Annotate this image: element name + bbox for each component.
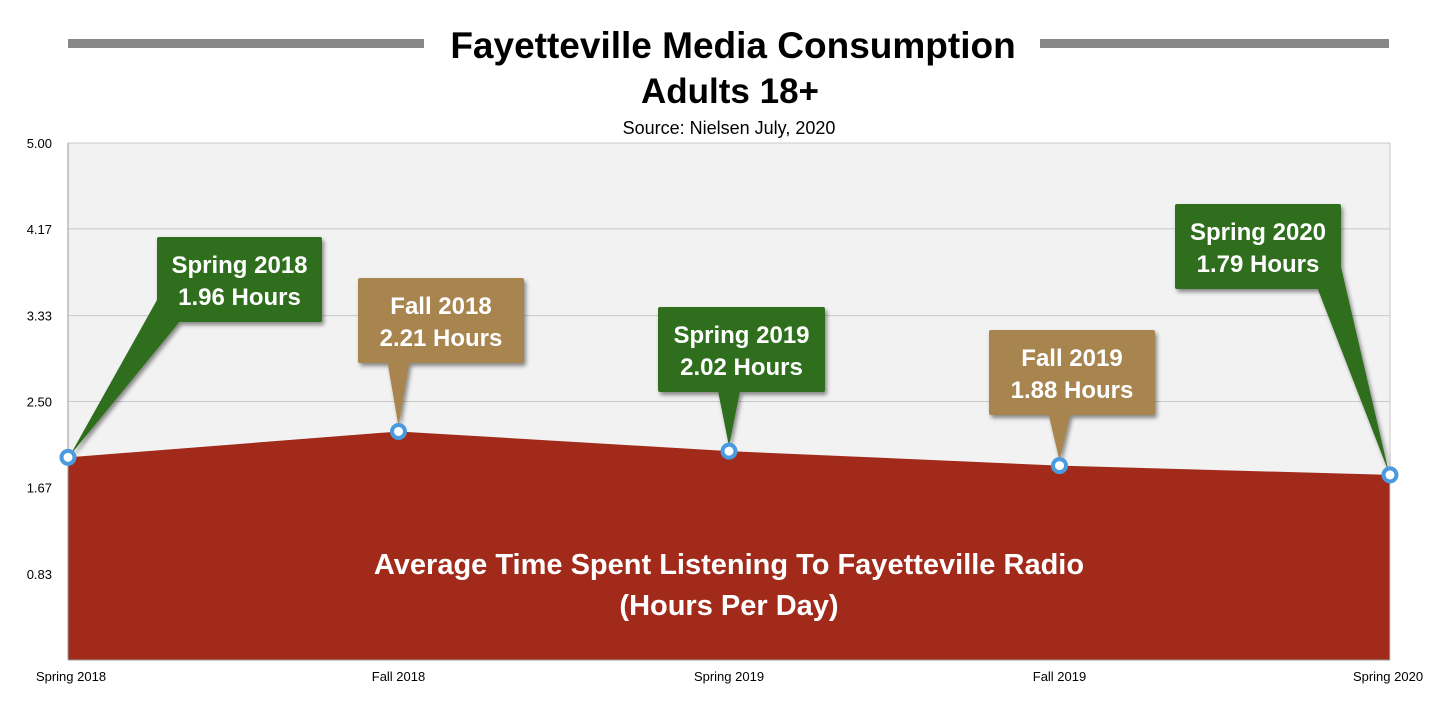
data-point: [59, 448, 77, 466]
y-tick-label: 4.17: [27, 222, 52, 237]
y-tick-labels: 0.83 1.67 2.50 3.33 4.17 5.00: [27, 136, 52, 582]
callout-2: [358, 278, 524, 427]
callout-1: [70, 237, 322, 456]
data-point: [1051, 457, 1068, 475]
callout-box: [989, 330, 1155, 415]
callout-box: [358, 278, 524, 363]
y-tick-label: 5.00: [27, 136, 52, 151]
x-tick-labels: Spring 2018 Fall 2018 Spring 2019 Fall 2019…: [36, 669, 1423, 684]
chart-source: Source: Nielsen July, 2020: [623, 118, 836, 138]
y-tick-label: 2.50: [27, 395, 52, 410]
x-tick-label: Spring 2019: [694, 669, 764, 684]
callout-5: [1175, 204, 1389, 473]
chart-title: Fayetteville Media Consumption: [450, 25, 1015, 66]
data-point: [720, 442, 738, 460]
callout-pointer: [1317, 267, 1389, 473]
callout-4: [989, 330, 1155, 461]
callout-label: Spring 2018: [171, 252, 307, 279]
callout-box: [658, 307, 825, 392]
area-series: [68, 431, 1390, 660]
data-point: [390, 422, 407, 440]
x-tick-label: Spring 2018: [36, 669, 106, 684]
x-tick-label: Fall 2019: [1033, 669, 1086, 684]
callouts: Spring 2018 1.96 Hours Fall 2018 2.21 Hours…: [70, 204, 1389, 473]
area-label-line-2: (Hours Per Day): [619, 590, 838, 622]
callout-value: 1.96 Hours: [178, 284, 301, 311]
callout-value: 2.02 Hours: [680, 354, 803, 381]
callout-label: Fall 2018: [390, 293, 491, 320]
callout-box: [1175, 204, 1341, 289]
data-markers: [59, 422, 1399, 484]
title-bar-right: [1040, 39, 1389, 48]
title-bar-left: [68, 39, 424, 48]
callout-value: 1.79 Hours: [1197, 251, 1320, 278]
callout-pointer: [387, 362, 410, 427]
area-layer: [68, 431, 1390, 660]
y-tick-label: 1.67: [27, 480, 52, 495]
data-point: [1381, 466, 1399, 484]
callout-value: 1.88 Hours: [1011, 377, 1134, 404]
x-tick-label: Fall 2018: [372, 669, 425, 684]
callout-value: 2.21 Hours: [380, 325, 503, 352]
callout-pointer: [70, 300, 181, 456]
y-tick-label: 0.83: [27, 567, 52, 582]
y-tick-label: 3.33: [27, 309, 52, 324]
area-label-line-1: Average Time Spent Listening To Fayettev…: [374, 549, 1084, 581]
callout-label: Spring 2019: [673, 322, 809, 349]
chart-subtitle: Adults 18+: [641, 72, 819, 111]
x-tick-label: Spring 2020: [1353, 669, 1423, 684]
callout-box: [157, 237, 322, 322]
callout-label: Spring 2020: [1190, 219, 1326, 246]
callout-pointer: [718, 391, 740, 447]
callout-pointer: [1048, 414, 1071, 461]
axes: [67, 143, 1391, 661]
callout-label: Fall 2019: [1021, 345, 1122, 372]
callout-3: [658, 307, 825, 447]
